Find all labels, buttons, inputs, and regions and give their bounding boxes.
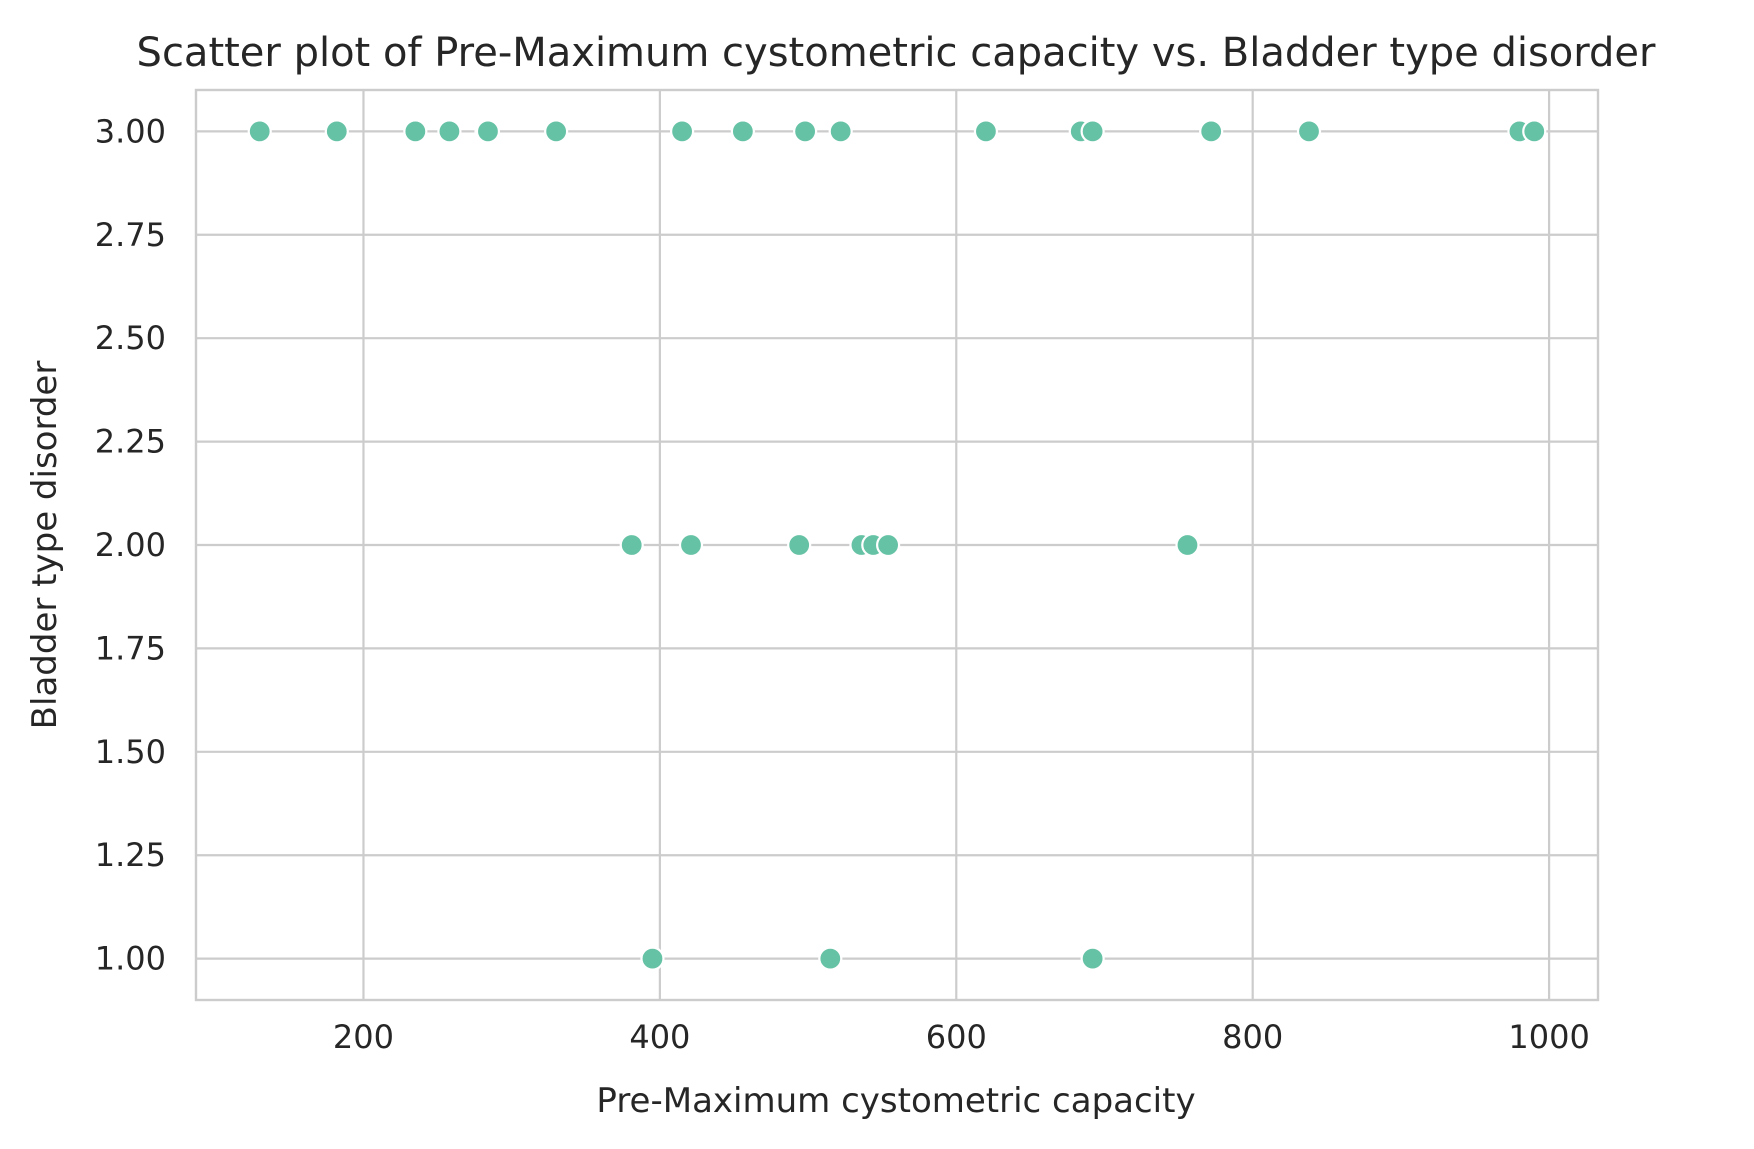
data-point (1522, 119, 1547, 144)
data-point (1080, 946, 1105, 971)
y-tick-label: 2.00 (95, 526, 166, 564)
y-axis-label: Bladder type disorder (25, 361, 65, 730)
data-point (1199, 119, 1224, 144)
y-tick-label: 3.00 (95, 112, 166, 150)
y-tick-label: 1.25 (95, 836, 166, 874)
data-point (619, 532, 644, 558)
data-point (973, 119, 999, 144)
x-tick-label: 1000 (1508, 1018, 1589, 1056)
data-point (324, 119, 349, 144)
x-tick-labels: 200 400 600 800 1000 (333, 1018, 1590, 1056)
data-point (1080, 119, 1105, 144)
data-point (1296, 119, 1322, 144)
x-tick-label: 400 (629, 1018, 690, 1056)
data-point (475, 119, 501, 144)
data-point (1175, 532, 1200, 558)
data-point (544, 119, 569, 144)
data-point (876, 532, 901, 558)
data-point (787, 532, 812, 558)
data-point (670, 119, 695, 144)
data-point (730, 119, 755, 144)
data-point (678, 532, 704, 558)
y-tick-label: 1.75 (95, 629, 166, 667)
data-point (247, 119, 272, 144)
y-tick-label: 1.00 (95, 940, 166, 978)
y-tick-label: 1.50 (95, 733, 166, 771)
plot-frame (194, 88, 1600, 1002)
data-point (818, 946, 843, 971)
y-tick-labels: 1.00 1.25 1.50 1.75 2.00 2.25 2.50 2.75 3.00 (95, 112, 166, 977)
x-tick-label: 800 (1222, 1018, 1283, 1056)
chart-title: Scatter plot of Pre-Maximum cystometric … (137, 30, 1656, 76)
data-point (437, 119, 462, 144)
x-tick-label: 200 (333, 1018, 394, 1056)
data-point (793, 119, 818, 144)
y-tick-label: 2.25 (95, 423, 166, 461)
grid-lines (196, 90, 1598, 1000)
data-points (247, 119, 1547, 971)
data-point (828, 119, 853, 144)
data-point (403, 119, 428, 144)
x-tick-label: 600 (926, 1018, 987, 1056)
x-axis-label: Pre-Maximum cystometric capacity (596, 1081, 1195, 1121)
data-point (640, 946, 665, 971)
y-tick-label: 2.50 (95, 319, 166, 357)
y-tick-label: 2.75 (95, 216, 166, 254)
